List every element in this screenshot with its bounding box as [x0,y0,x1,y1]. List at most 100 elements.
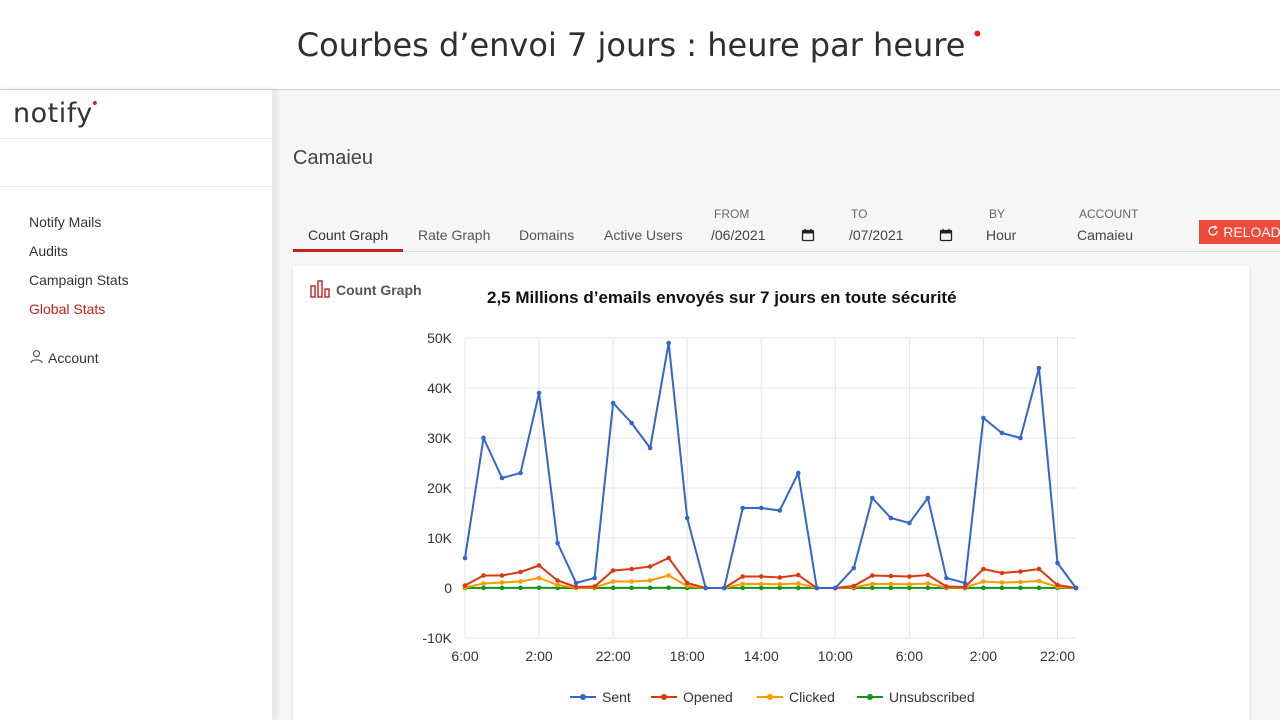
series-line-opened [464,556,1077,589]
data-point-sent [777,508,783,513]
data-point-clicked [870,581,875,587]
data-point-clicked [1036,578,1042,584]
data-point-sent [684,515,690,521]
legend-marker-dot [867,694,873,700]
to-date-input[interactable]: /07/2021 [849,227,904,243]
data-point-sent [888,515,894,521]
data-point-opened [1055,582,1060,588]
data-point-clicked [666,573,671,578]
data-point-clicked [888,581,894,587]
data-point-clicked [740,581,746,587]
data-point-sent [536,390,542,396]
sidebar-item-campaign-stats[interactable]: Campaign Stats [29,272,129,288]
data-point-sent [870,495,875,501]
data-point-clicked [999,580,1005,585]
legend-marker-dot [580,694,586,700]
data-point-opened [981,566,986,572]
tab-rate-graph[interactable]: Rate Graph [418,227,491,243]
from-date-input[interactable]: /06/2021 [711,227,766,243]
data-point-sent [647,445,653,451]
data-point-unsubscribed [1018,585,1023,591]
data-point-opened [462,583,468,588]
data-point-opened [944,584,949,589]
x-tick-label: 10:00 [818,648,853,664]
legend-marker-dot [661,694,667,700]
data-point-unsubscribed [610,585,616,591]
series-line-clicked [464,574,1077,589]
legend-marker-dot [767,694,773,700]
legend-label: Unsubscribed [889,689,975,705]
data-point-sent [481,435,486,441]
data-point-unsubscribed [795,585,801,591]
data-point-sent [1073,585,1079,591]
data-point-sent [462,555,468,561]
data-point-unsubscribed [666,585,671,591]
data-point-clicked [1018,579,1023,585]
data-point-clicked [610,579,616,584]
by-select[interactable]: Hour [986,227,1017,243]
page-title: Camaieu [293,147,374,169]
sidebar-item-notify-mails[interactable]: Notify Mails [29,214,102,230]
toolbar: Count Graph Rate Graph Domains Active Us… [293,202,1280,252]
data-point-sent [758,505,764,511]
data-point-unsubscribed [999,585,1005,591]
tab-count-graph[interactable]: Count Graph [293,227,404,252]
main-content: Camaieu Count Graph Rate Graph Domains A… [274,90,1280,720]
data-point-opened [481,573,486,578]
data-point-unsubscribed [629,585,634,591]
data-point-clicked [981,579,986,584]
data-point-sent [629,420,634,426]
tab-active-users[interactable]: Active Users [604,227,683,243]
data-point-clicked [518,579,523,584]
data-point-clicked [777,581,783,587]
data-point-opened [758,574,764,579]
data-point-sent [1055,560,1060,566]
count-graph-card: Count Graph 2,5 Millions d’emails envoyé… [293,266,1249,720]
data-point-sent [610,400,616,406]
bar-chart-icon [310,280,330,303]
data-point-clicked [647,578,653,583]
sidebar-item-global-stats[interactable]: Global Stats [29,301,106,317]
data-point-opened [925,572,931,578]
y-tick-label: -10K [422,630,452,646]
data-point-unsubscribed [1036,585,1042,591]
data-point-unsubscribed [740,585,746,591]
data-point-sent [814,585,820,591]
data-point-sent [666,340,671,346]
data-point-opened [573,584,579,590]
data-point-sent [999,430,1005,436]
headline: 2,5 Millions d’emails envoyés sur 7 jour… [487,288,957,307]
x-tick-label: 22:00 [1040,648,1075,664]
count-line-chart: 50K 40K 30K 20K 10K 0 -10K 6:00 2:00 22:00 18:00 14… [422,330,1079,705]
account-select[interactable]: Camaieu [1077,227,1134,243]
calendar-icon[interactable] [801,228,815,242]
logo[interactable]: notify• [13,96,102,129]
data-point-opened [536,563,542,568]
x-tick-label: 18:00 [670,648,705,664]
sidebar-item-audits[interactable]: Audits [29,243,68,259]
sidebar: notify• Notify Mails Audits Campaign Sta… [0,90,273,720]
data-point-opened [870,573,875,578]
data-point-sent [592,575,597,581]
data-point-clicked [925,581,931,586]
data-point-opened [592,584,597,589]
tab-domains[interactable]: Domains [519,227,575,243]
legend-label: Opened [683,689,733,705]
data-point-sent [795,470,801,476]
data-point-opened [499,573,505,578]
data-point-clicked [907,581,912,587]
calendar-icon[interactable] [939,228,953,242]
sidebar-item-account[interactable]: Account [29,349,99,367]
sidebar-divider [0,186,273,187]
slide-divider [0,89,1280,90]
reload-button[interactable]: RELOAD [1199,220,1280,244]
data-point-opened [684,580,690,586]
x-tick-label: 14:00 [744,648,779,664]
data-point-clicked [499,580,505,585]
data-point-opened [907,574,912,579]
data-point-sent [981,415,986,421]
data-point-clicked [758,581,764,587]
legend-label: Clicked [789,689,835,705]
data-point-opened [740,574,746,579]
data-point-opened [851,583,857,589]
